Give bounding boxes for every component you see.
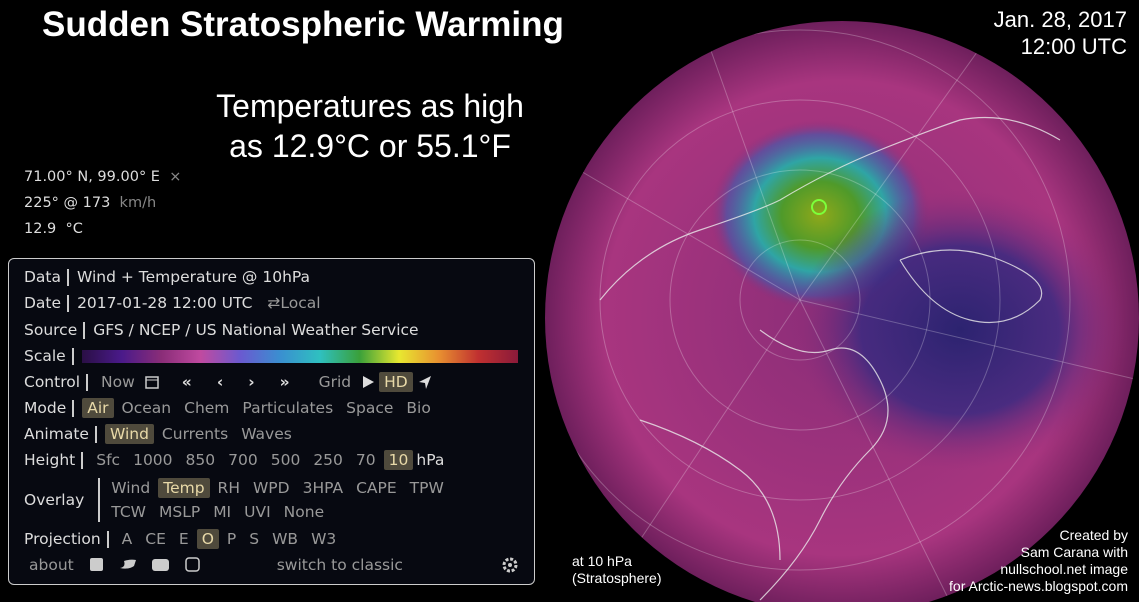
label: Height (24, 451, 84, 469)
temp-unit[interactable]: °C (65, 221, 83, 237)
timestamp: Jan. 28, 2017 12:00 UTC (994, 6, 1127, 60)
credit-line: Created by (1059, 527, 1128, 543)
headline-line: as 12.9°C or 55.1°F (229, 128, 511, 164)
option[interactable]: TPW (409, 479, 444, 497)
calendar-icon[interactable] (143, 374, 163, 390)
option[interactable]: P (226, 530, 237, 548)
grid[interactable]: Grid (318, 373, 352, 391)
spot-info: 71.00° N, 99.00° E × 225° @ 173 km/h 12.… (24, 164, 181, 242)
now[interactable]: Now (101, 373, 135, 391)
caption-line: at 10 hPa (572, 553, 632, 569)
value: GFS / NCEP / US National Weather Service (93, 321, 419, 339)
projection-row: Projection A CE E O P S WB W3 (24, 526, 344, 552)
location: 71.00° N, 99.00° E (24, 169, 160, 185)
wind-unit[interactable]: km/h (119, 195, 157, 211)
label: Data (24, 268, 70, 286)
play-icon[interactable] (359, 374, 379, 390)
overlay-row: Overlay Wind Temp RH WPD 3HPA CAPE TPW TCW MSLP MI… (24, 474, 486, 526)
option[interactable]: MI (213, 503, 232, 521)
nav[interactable]: « (181, 373, 192, 391)
animate-row: Animate Wind Currents Waves (24, 421, 300, 447)
nav[interactable]: › (248, 373, 255, 391)
option[interactable]: Air (82, 398, 114, 418)
option[interactable]: 70 (355, 451, 376, 469)
about[interactable]: about (29, 556, 74, 574)
scale-bar[interactable] (81, 349, 518, 363)
label: Mode (24, 399, 75, 417)
label: Source (24, 321, 86, 339)
option[interactable]: Space (346, 399, 394, 417)
hd[interactable]: HD (379, 372, 413, 392)
value[interactable]: 2017-01-28 12:00 UTC (77, 294, 253, 312)
value: Wind + Temperature @ 10hPa (77, 268, 311, 286)
nav[interactable]: » (279, 373, 290, 391)
option[interactable]: Currents (161, 425, 229, 443)
option[interactable]: 10 (383, 450, 414, 470)
nav[interactable]: ‹ (216, 373, 224, 391)
credit-line: nullschool.net image (1000, 561, 1128, 577)
switch-classic[interactable]: switch to classic (276, 556, 403, 574)
headline: Temperatures as high as 12.9°C or 55.1°F (200, 86, 540, 166)
option[interactable]: Temp (158, 478, 210, 498)
title: Sudden Stratospheric Warming (42, 5, 564, 44)
option[interactable]: A (121, 530, 133, 548)
label: Animate (24, 425, 97, 443)
option[interactable]: RH (217, 479, 240, 497)
height-row: Height Sfc 1000 850 700 500 250 70 10 hPa (24, 447, 444, 473)
option[interactable]: E (178, 530, 189, 548)
option[interactable]: 1000 (133, 451, 173, 469)
unit: hPa (416, 451, 445, 469)
label: Overlay (24, 490, 85, 509)
caption: at 10 hPa (Stratosphere) (572, 553, 661, 587)
close[interactable]: × (169, 169, 182, 185)
option[interactable]: Bio (406, 399, 431, 417)
option[interactable]: 500 (270, 451, 301, 469)
option[interactable]: Particulates (242, 399, 334, 417)
credit-line: Sam Carana with (1020, 544, 1128, 560)
temp: 12.9 (24, 221, 57, 237)
option[interactable]: 250 (313, 451, 343, 469)
option[interactable]: 850 (185, 451, 216, 469)
option[interactable]: WPD (252, 479, 290, 497)
option[interactable]: Wind (104, 424, 154, 444)
label: Projection (24, 530, 109, 548)
credit: Created by Sam Carana with nullschool.net … (949, 527, 1128, 595)
toggle[interactable]: ⇄Local (267, 294, 321, 312)
option[interactable]: O (196, 529, 219, 549)
option[interactable]: TCW (111, 503, 146, 521)
option[interactable]: Sfc (96, 451, 121, 469)
footer-row: about switch to classic (24, 552, 519, 578)
time: 12:00 UTC (1020, 34, 1127, 59)
option[interactable]: Wind (111, 479, 151, 497)
mode-row: Mode Air Ocean Chem Particulates Space Bio (24, 395, 439, 421)
label: Date (24, 294, 70, 312)
option[interactable]: WB (272, 530, 299, 548)
option[interactable]: CE (145, 530, 166, 548)
option[interactable]: S (249, 530, 260, 548)
social-icons[interactable] (82, 557, 202, 573)
option[interactable]: MSLP (158, 503, 201, 521)
option[interactable]: Waves (241, 425, 292, 443)
menu-panel: Data Wind + Temperature @ 10hPa Date 2017-… (8, 258, 535, 585)
label: Scale (24, 347, 74, 365)
option[interactable]: UVI (244, 503, 271, 521)
settings-icon[interactable] (501, 556, 519, 574)
option[interactable]: 3HPA (302, 479, 344, 497)
option[interactable]: CAPE (356, 479, 397, 497)
option[interactable]: None (283, 503, 325, 521)
wind: 225° @ 173 (24, 195, 111, 211)
option[interactable]: 700 (228, 451, 258, 469)
option[interactable]: W3 (311, 530, 337, 548)
label: Control (24, 373, 89, 391)
option[interactable]: Chem (184, 399, 230, 417)
headline-line: Temperatures as high (216, 88, 524, 124)
locate-icon[interactable] (416, 374, 436, 390)
option[interactable]: Ocean (121, 399, 172, 417)
caption-line: (Stratosphere) (572, 570, 662, 586)
credit-line: for Arctic-news.blogspot.com (949, 578, 1128, 594)
date: Jan. 28, 2017 (993, 7, 1127, 32)
